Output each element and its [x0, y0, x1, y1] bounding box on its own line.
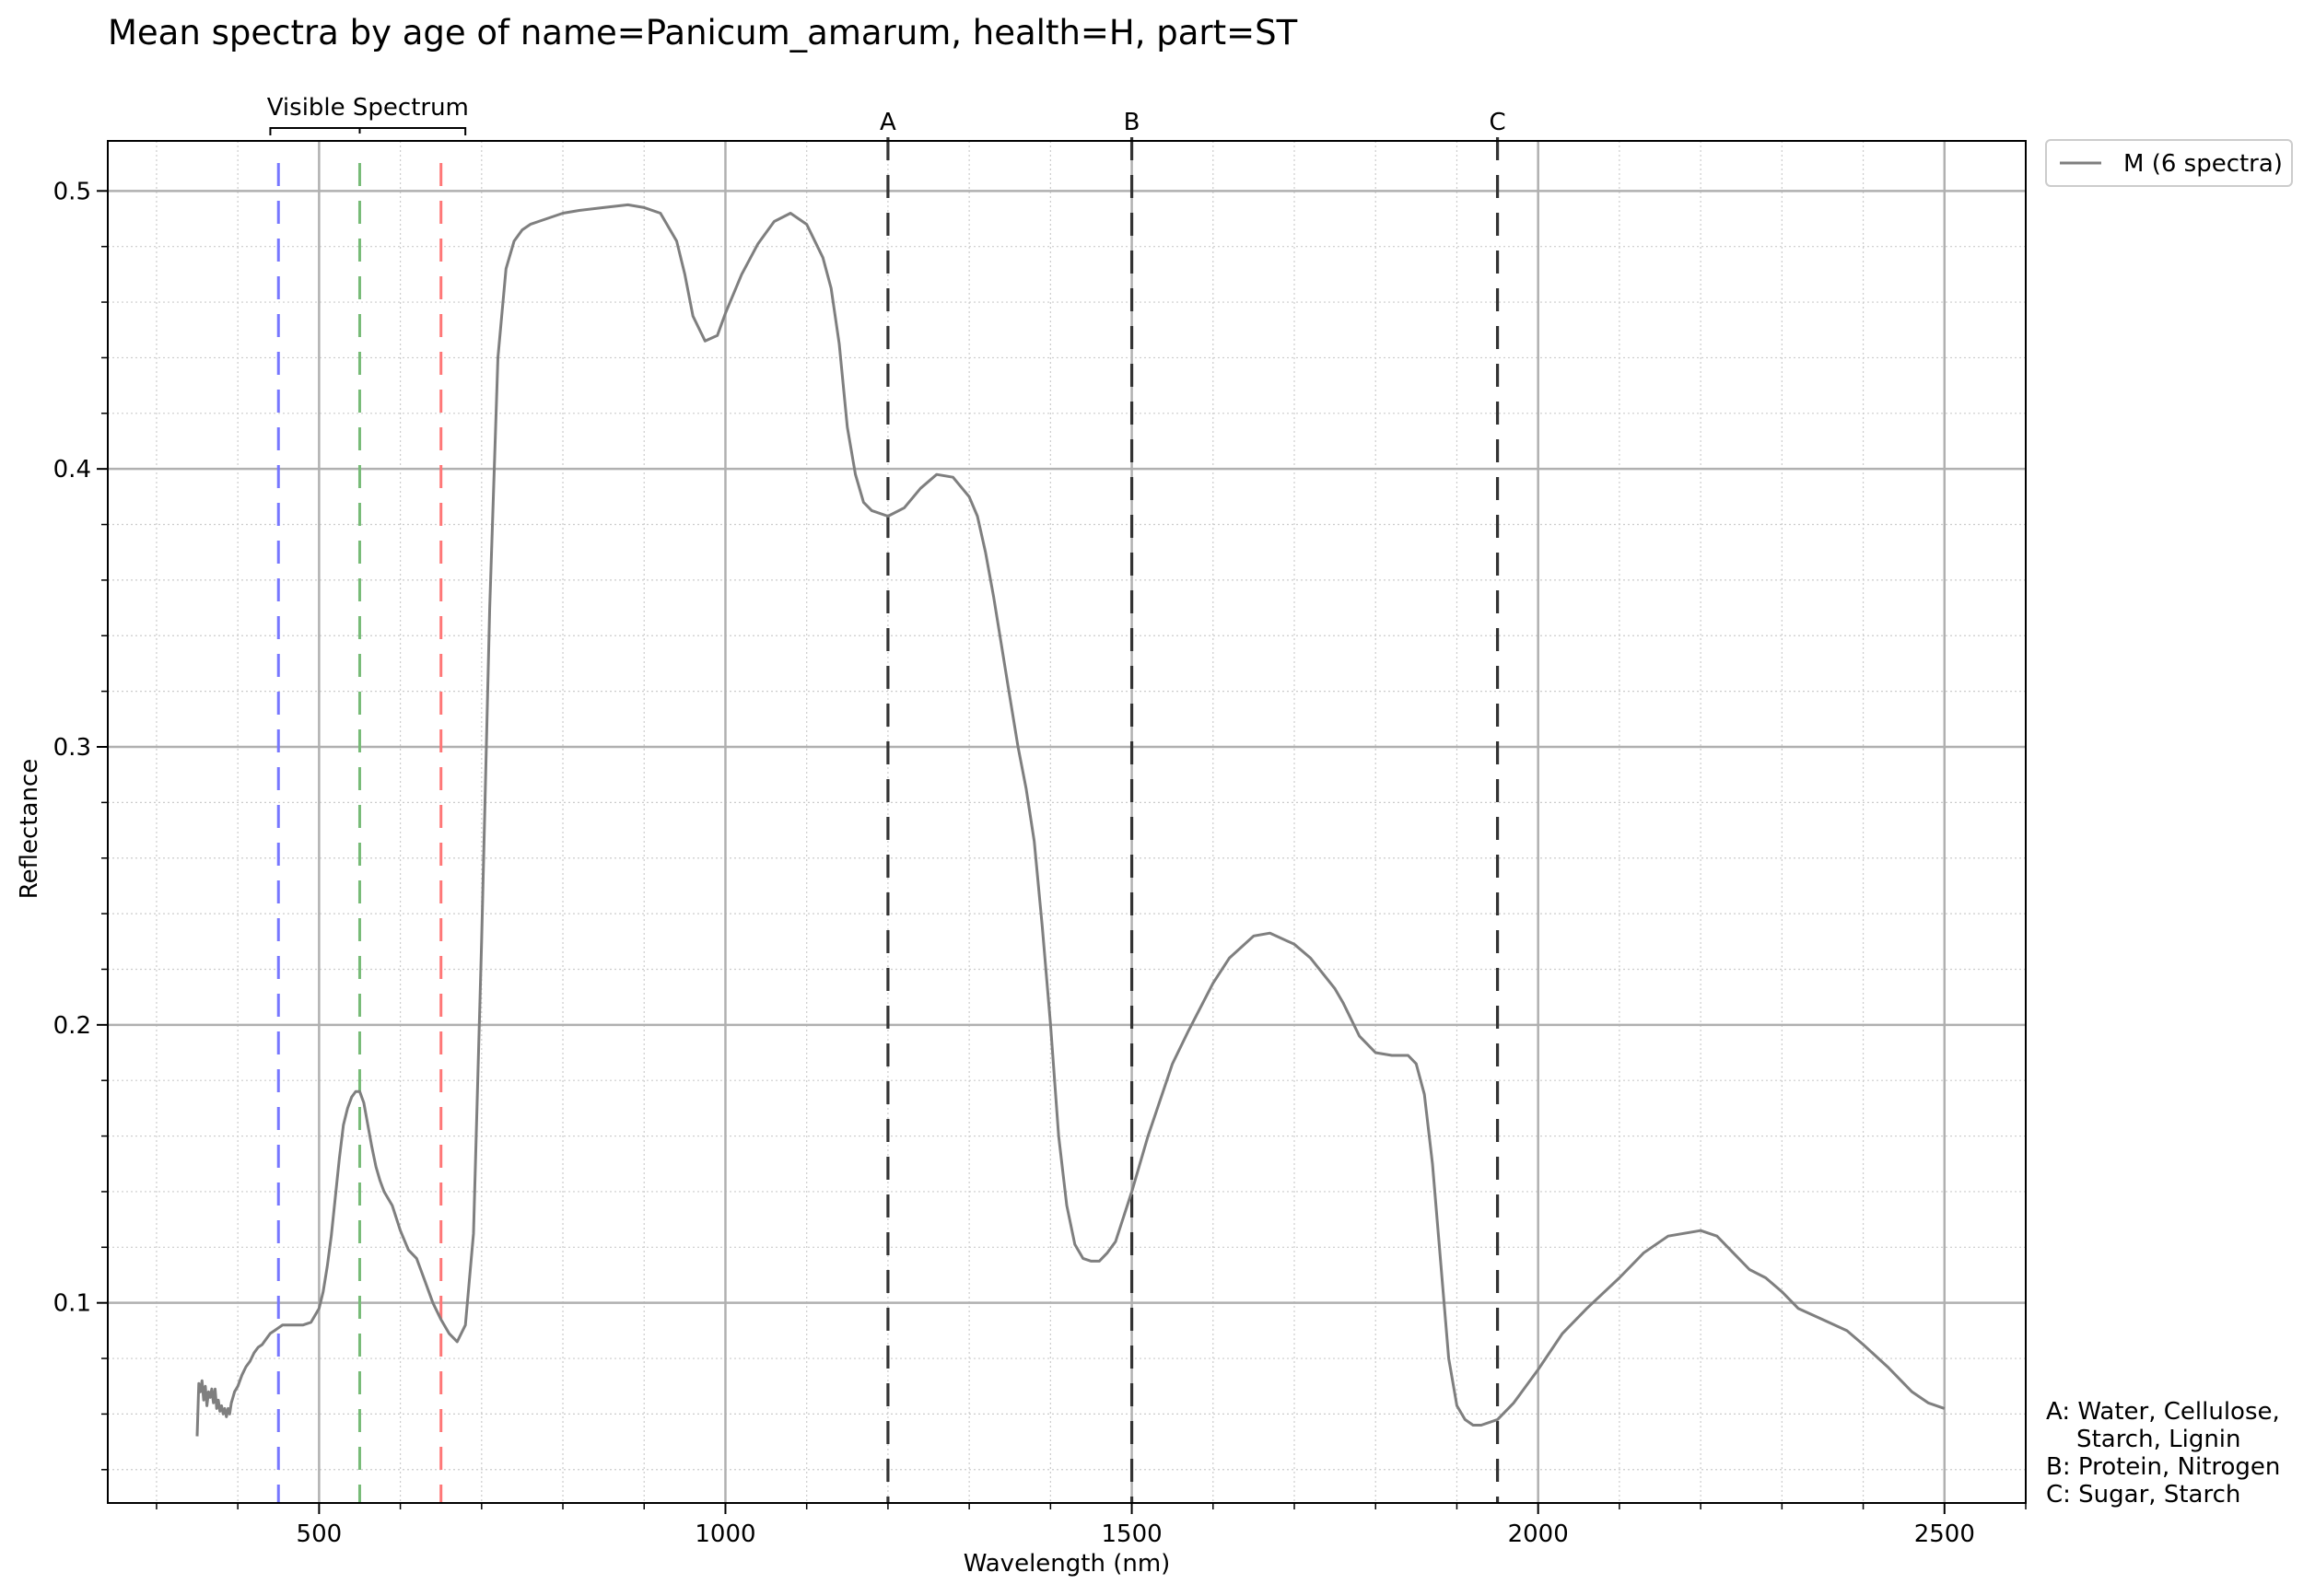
y-tick-label: 0.5 — [53, 178, 91, 205]
series-line — [195, 203, 1946, 1437]
minor-grid — [108, 141, 2027, 1503]
y-axis-label: Reflectance — [16, 759, 43, 899]
y-tick-label: 0.1 — [53, 1290, 91, 1318]
visible-spectrum-bracket: Visible Spectrum — [267, 94, 469, 135]
marker-label: A — [880, 109, 896, 136]
y-tick-label: 0.4 — [53, 456, 91, 483]
legend-entry: M (6 spectra) — [2123, 150, 2283, 178]
axis-tick-labels: 500 1000 1500 2000 2500 0.1 0.2 0.3 0.4 0.5 — [53, 178, 1975, 1548]
note-line-4: C: Sugar, Starch — [2046, 1481, 2240, 1509]
marker-label: B — [1124, 109, 1140, 136]
x-axis-label: Wavelength (nm) — [964, 1550, 1171, 1578]
x-tick-label: 1000 — [695, 1520, 755, 1548]
visible-spectrum-label: Visible Spectrum — [267, 94, 469, 122]
x-tick-label: 500 — [297, 1520, 343, 1548]
plot-frame — [107, 140, 2027, 1504]
y-tick-label: 0.2 — [53, 1012, 91, 1040]
note-line-1: A: Water, Cellulose, — [2046, 1398, 2280, 1426]
note-line-2: Starch, Lignin — [2046, 1426, 2241, 1453]
marker-labels: A B C — [880, 109, 1506, 136]
x-tick-label: 2500 — [1914, 1520, 1975, 1548]
legend-box — [2045, 139, 2293, 187]
visible-band-lines — [276, 163, 443, 1503]
legend: M (6 spectra) — [2045, 139, 2293, 187]
marker-notes: A: Water, Cellulose, Starch, Lignin B: P… — [2046, 1398, 2280, 1509]
marker-label: C — [1489, 109, 1505, 136]
chart-title: Mean spectra by age of name=Panicum_amar… — [108, 13, 1298, 52]
bracket-path — [269, 127, 467, 135]
absorption-marker-lines — [886, 137, 1500, 1503]
axis-ticks — [97, 190, 2027, 1514]
y-tick-label: 0.3 — [53, 734, 91, 762]
major-grid — [108, 141, 2026, 1503]
x-tick-label: 2000 — [1508, 1520, 1569, 1548]
x-tick-label: 1500 — [1101, 1520, 1162, 1548]
series-group — [195, 203, 1946, 1437]
note-line-3: B: Protein, Nitrogen — [2046, 1453, 2280, 1481]
